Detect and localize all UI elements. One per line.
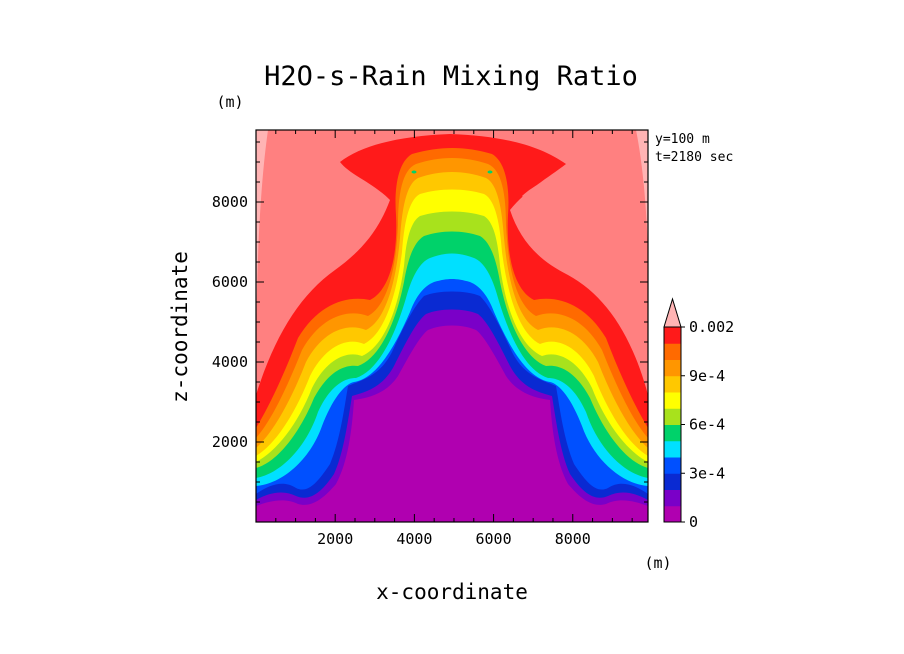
colorbar-label: 0.002 (689, 318, 734, 336)
colorbar-label: 0 (689, 513, 698, 531)
colorbar-band (664, 392, 681, 409)
colorbar-band (664, 473, 681, 490)
contour-field (256, 130, 648, 522)
x-axis-label: x-coordinate (376, 580, 528, 604)
x-tick-label: 8000 (555, 530, 591, 548)
info-line-1: y=100 m (655, 132, 710, 147)
contour-speck-left (411, 170, 417, 174)
y-tick-label: 8000 (212, 193, 248, 211)
chart-title: H2O-s-Rain Mixing Ratio (264, 61, 638, 92)
colorbar-label: 6e-4 (689, 416, 725, 434)
colorbar-label: 9e-4 (689, 367, 725, 385)
contour-region-magenta (256, 325, 648, 522)
colorbar-band (664, 440, 681, 458)
y-tick-label: 6000 (212, 273, 248, 291)
x-axis-unit: (m) (644, 554, 671, 572)
colorbar-band (664, 408, 681, 425)
info-line-2: t=2180 sec (655, 150, 733, 165)
y-tick-label: 2000 (212, 433, 248, 451)
colorbar-band (664, 489, 681, 507)
colorbar-band (664, 359, 681, 377)
colorbar-band (664, 375, 681, 393)
colorbar-band (664, 505, 681, 523)
x-axis-ticks: 2000 4000 6000 8000 (275, 130, 633, 548)
contour-speck-right (487, 170, 493, 174)
colorbar-band (664, 457, 681, 474)
contour-pocket-right (522, 172, 614, 232)
colorbar-band (664, 327, 681, 344)
plot-frame (255, 129, 649, 523)
colorbar-band (664, 343, 681, 360)
y-axis-label: z-coordinate (168, 251, 192, 403)
y-axis-unit: (m) (216, 93, 243, 111)
y-axis-ticks: 2000 4000 6000 8000 (212, 141, 648, 503)
colorbar-extend-arrow (663, 297, 682, 328)
x-tick-label: 6000 (476, 530, 512, 548)
y-tick-label: 4000 (212, 353, 248, 371)
x-tick-label: 4000 (396, 530, 432, 548)
colorbar-label: 3e-4 (689, 464, 725, 482)
colorbar-band (664, 424, 681, 442)
colorbar: 0 3e-4 6e-4 9e-4 0.002 (663, 297, 734, 531)
x-tick-label: 2000 (317, 530, 353, 548)
contour-pocket-left (290, 172, 382, 232)
